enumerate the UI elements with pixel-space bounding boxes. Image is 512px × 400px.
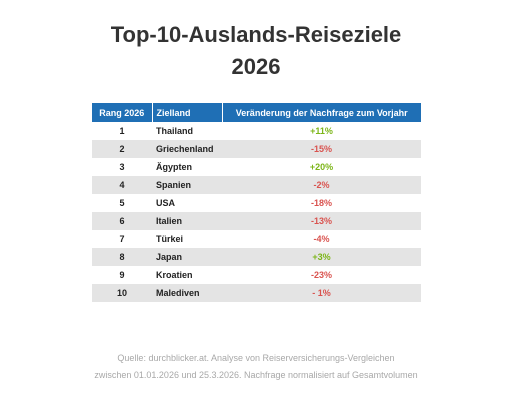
country-cell: Griechenland — [152, 140, 222, 158]
change-cell: -23% — [222, 266, 421, 284]
table-header-row: Rang 2026 Zielland Veränderung der Nachf… — [92, 103, 421, 122]
rank-cell: 2 — [92, 140, 152, 158]
country-cell: Thailand — [152, 122, 222, 140]
country-cell: Malediven — [152, 284, 222, 302]
table-row: 3 Ägypten +20% — [92, 158, 421, 176]
country-cell: Türkei — [152, 230, 222, 248]
page-title: Top-10-Auslands-Reiseziele — [110, 22, 402, 47]
rank-cell: 9 — [92, 266, 152, 284]
change-cell: -4% — [222, 230, 421, 248]
change-cell: -2% — [222, 176, 421, 194]
table-row: 6 Italien -13% — [92, 212, 421, 230]
table-row: 5 USA -18% — [92, 194, 421, 212]
table-row: 4 Spanien -2% — [92, 176, 421, 194]
table-row: 9 Kroatien -23% — [92, 266, 421, 284]
destinations-table: Rang 2026 Zielland Veränderung der Nachf… — [92, 103, 421, 302]
rank-cell: 7 — [92, 230, 152, 248]
rank-cell: 5 — [92, 194, 152, 212]
change-cell: -18% — [222, 194, 421, 212]
rank-cell: 1 — [92, 122, 152, 140]
country-cell: Spanien — [152, 176, 222, 194]
header-rank: Rang 2026 — [92, 103, 153, 122]
table-row: 8 Japan +3% — [92, 248, 421, 266]
change-cell: -15% — [222, 140, 421, 158]
change-cell: +11% — [222, 122, 421, 140]
source-note-line1: Quelle: durchblicker.at. Analyse von Rei… — [117, 353, 395, 363]
country-cell: Ägypten — [152, 158, 222, 176]
table-row: 10 Malediven - 1% — [92, 284, 421, 302]
change-cell: +3% — [222, 248, 421, 266]
header-country: Zielland — [152, 103, 223, 122]
page-title-year: 2026 — [231, 54, 281, 79]
rank-cell: 4 — [92, 176, 152, 194]
country-cell: Japan — [152, 248, 222, 266]
country-cell: Kroatien — [152, 266, 222, 284]
rank-cell: 3 — [92, 158, 152, 176]
header-change: Veränderung der Nachfrage zum Vorjahr — [222, 103, 421, 122]
rank-cell: 6 — [92, 212, 152, 230]
table-row: 1 Thailand +11% — [92, 122, 421, 140]
table-row: 2 Griechenland -15% — [92, 140, 421, 158]
change-cell: +20% — [222, 158, 421, 176]
table-body: 1 Thailand +11% 2 Griechenland -15% 3 Ägypten +2… — [92, 122, 421, 302]
change-cell: - 1% — [222, 284, 421, 302]
rank-cell: 8 — [92, 248, 152, 266]
country-cell: Italien — [152, 212, 222, 230]
rank-cell: 10 — [92, 284, 152, 302]
country-cell: USA — [152, 194, 222, 212]
table-row: 7 Türkei -4% — [92, 230, 421, 248]
source-note-line2: zwischen 01.01.2026 und 25.3.2026. Nachf… — [94, 370, 418, 380]
change-cell: -13% — [222, 212, 421, 230]
